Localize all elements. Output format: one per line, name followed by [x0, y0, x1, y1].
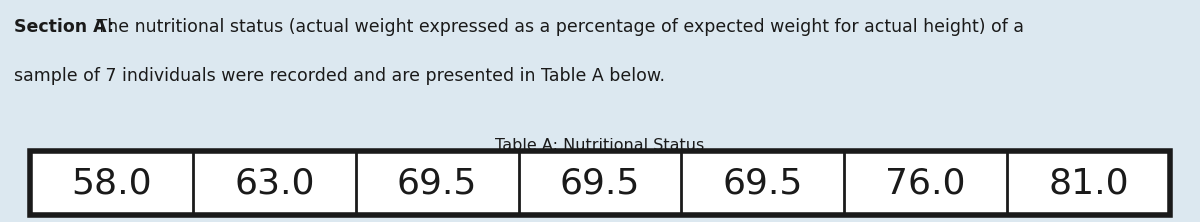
Text: Table A: Nutritional Status: Table A: Nutritional Status	[496, 138, 704, 153]
Text: Section A:: Section A:	[14, 18, 114, 36]
Text: 69.5: 69.5	[560, 166, 640, 200]
Text: 63.0: 63.0	[234, 166, 314, 200]
Text: 69.5: 69.5	[397, 166, 478, 200]
Text: The nutritional status (actual weight expressed as a percentage of expected weig: The nutritional status (actual weight ex…	[91, 18, 1025, 36]
Text: 69.5: 69.5	[722, 166, 803, 200]
Text: 81.0: 81.0	[1049, 166, 1129, 200]
Text: 58.0: 58.0	[71, 166, 151, 200]
Text: sample of 7 individuals were recorded and are presented in Table A below.: sample of 7 individuals were recorded an…	[14, 67, 665, 85]
Bar	[30, 151, 1170, 215]
Text: 76.0: 76.0	[886, 166, 966, 200]
